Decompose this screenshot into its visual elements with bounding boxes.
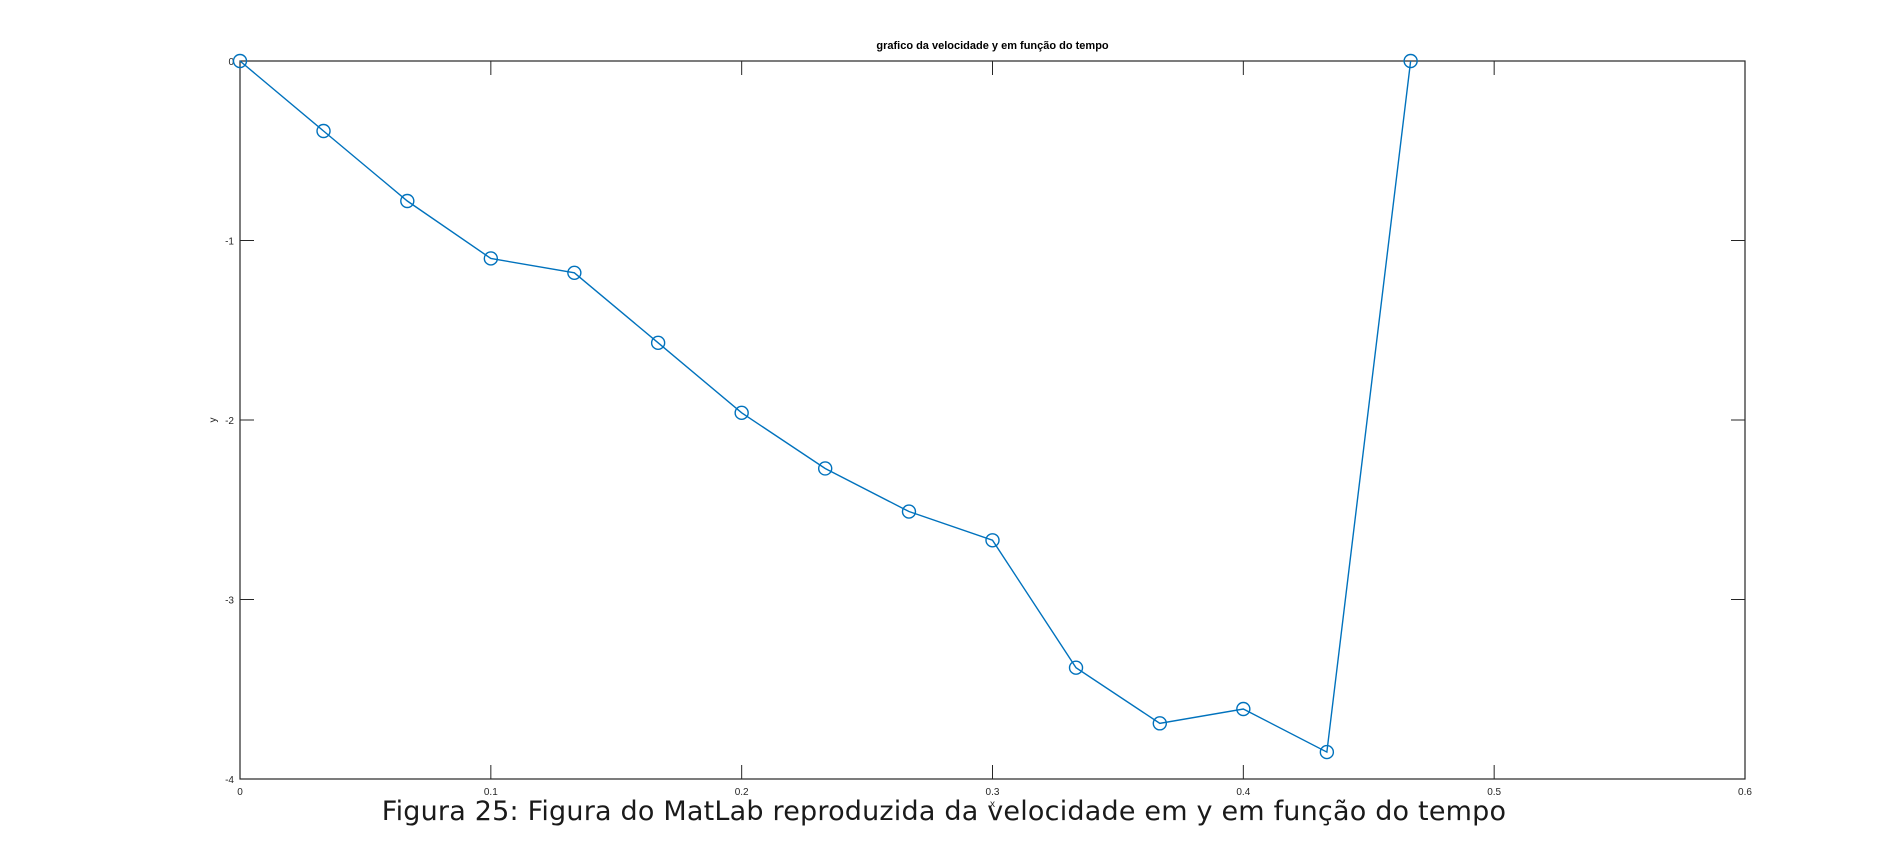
x-tick-label: 0.6 (1738, 787, 1752, 798)
x-tick-label: 0.3 (986, 787, 1000, 798)
x-tick-label: 0 (237, 787, 243, 798)
data-point-marker (985, 533, 1000, 548)
y-tick-label: -4 (225, 775, 234, 786)
y-tick-label: 0 (228, 57, 234, 68)
x-tick-label: 0.4 (1236, 787, 1250, 798)
x-tick-label: 0.1 (484, 787, 498, 798)
data-point-marker (232, 53, 248, 69)
chart-title: grafico da velocidade y em função do tem… (876, 40, 1109, 52)
data-point-marker (734, 405, 749, 421)
y-tick-label: -2 (225, 416, 234, 427)
series-line (239, 60, 1412, 754)
y-tick-label: -1 (225, 237, 234, 248)
data-point-marker (567, 265, 582, 281)
data-point-marker (400, 193, 415, 209)
data-point-marker (1152, 716, 1168, 731)
data-point-marker (1068, 660, 1084, 675)
y-tick-label: -3 (225, 596, 234, 607)
y-axis-label: y (208, 418, 219, 423)
data-point-marker (817, 461, 833, 476)
x-tick-label: 0.2 (735, 787, 749, 798)
data-point-marker (483, 251, 499, 266)
chart-ticks: 0 0.1 0.2 0.3 0.4 0.5 0.6 0 -1 -2 -3 -4 (225, 57, 1752, 798)
x-tick-label: 0.5 (1487, 787, 1501, 798)
data-point-marker (316, 123, 331, 139)
figure-caption: Figura 25: Figura do MatLab reproduzida … (381, 796, 1507, 827)
plot-area-frame (239, 60, 1746, 780)
data-point-marker (650, 335, 666, 351)
data-point-marker (1319, 744, 1335, 760)
data-point-marker (901, 504, 917, 519)
x-axis-label: x (990, 799, 995, 810)
data-point-marker (1403, 53, 1418, 69)
chart-axes (239, 60, 1746, 780)
data-point-marker (1236, 701, 1251, 717)
chart-series (232, 53, 1418, 760)
